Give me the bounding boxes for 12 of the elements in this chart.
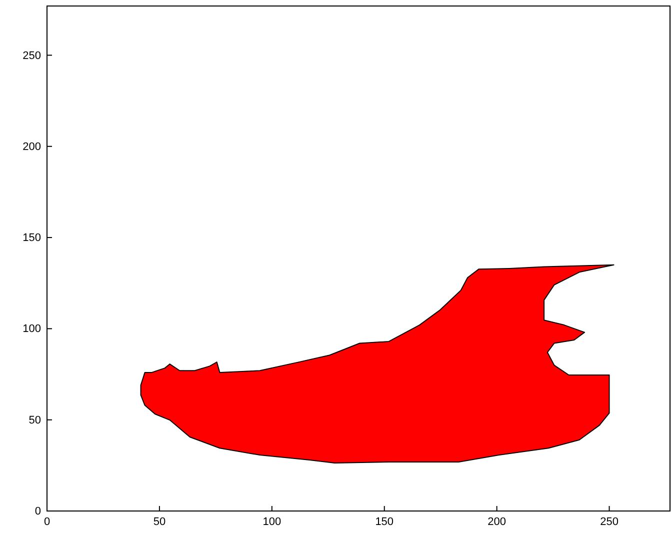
y-tick-label: 200 <box>22 140 41 153</box>
y-tick-label: 250 <box>22 50 41 62</box>
y-tick-label: 150 <box>22 232 41 244</box>
y-tick-label: 100 <box>22 323 41 336</box>
x-tick-label: 250 <box>600 516 618 528</box>
y-tick-label: 50 <box>28 414 41 426</box>
x-tick-label: 0 <box>44 516 50 528</box>
x-tick-label: 50 <box>153 516 166 528</box>
y-tick-label: 0 <box>34 506 41 518</box>
x-tick-label: 100 <box>262 516 282 528</box>
x-tick-label: 200 <box>488 516 506 528</box>
x-tick-label: 150 <box>375 516 394 528</box>
